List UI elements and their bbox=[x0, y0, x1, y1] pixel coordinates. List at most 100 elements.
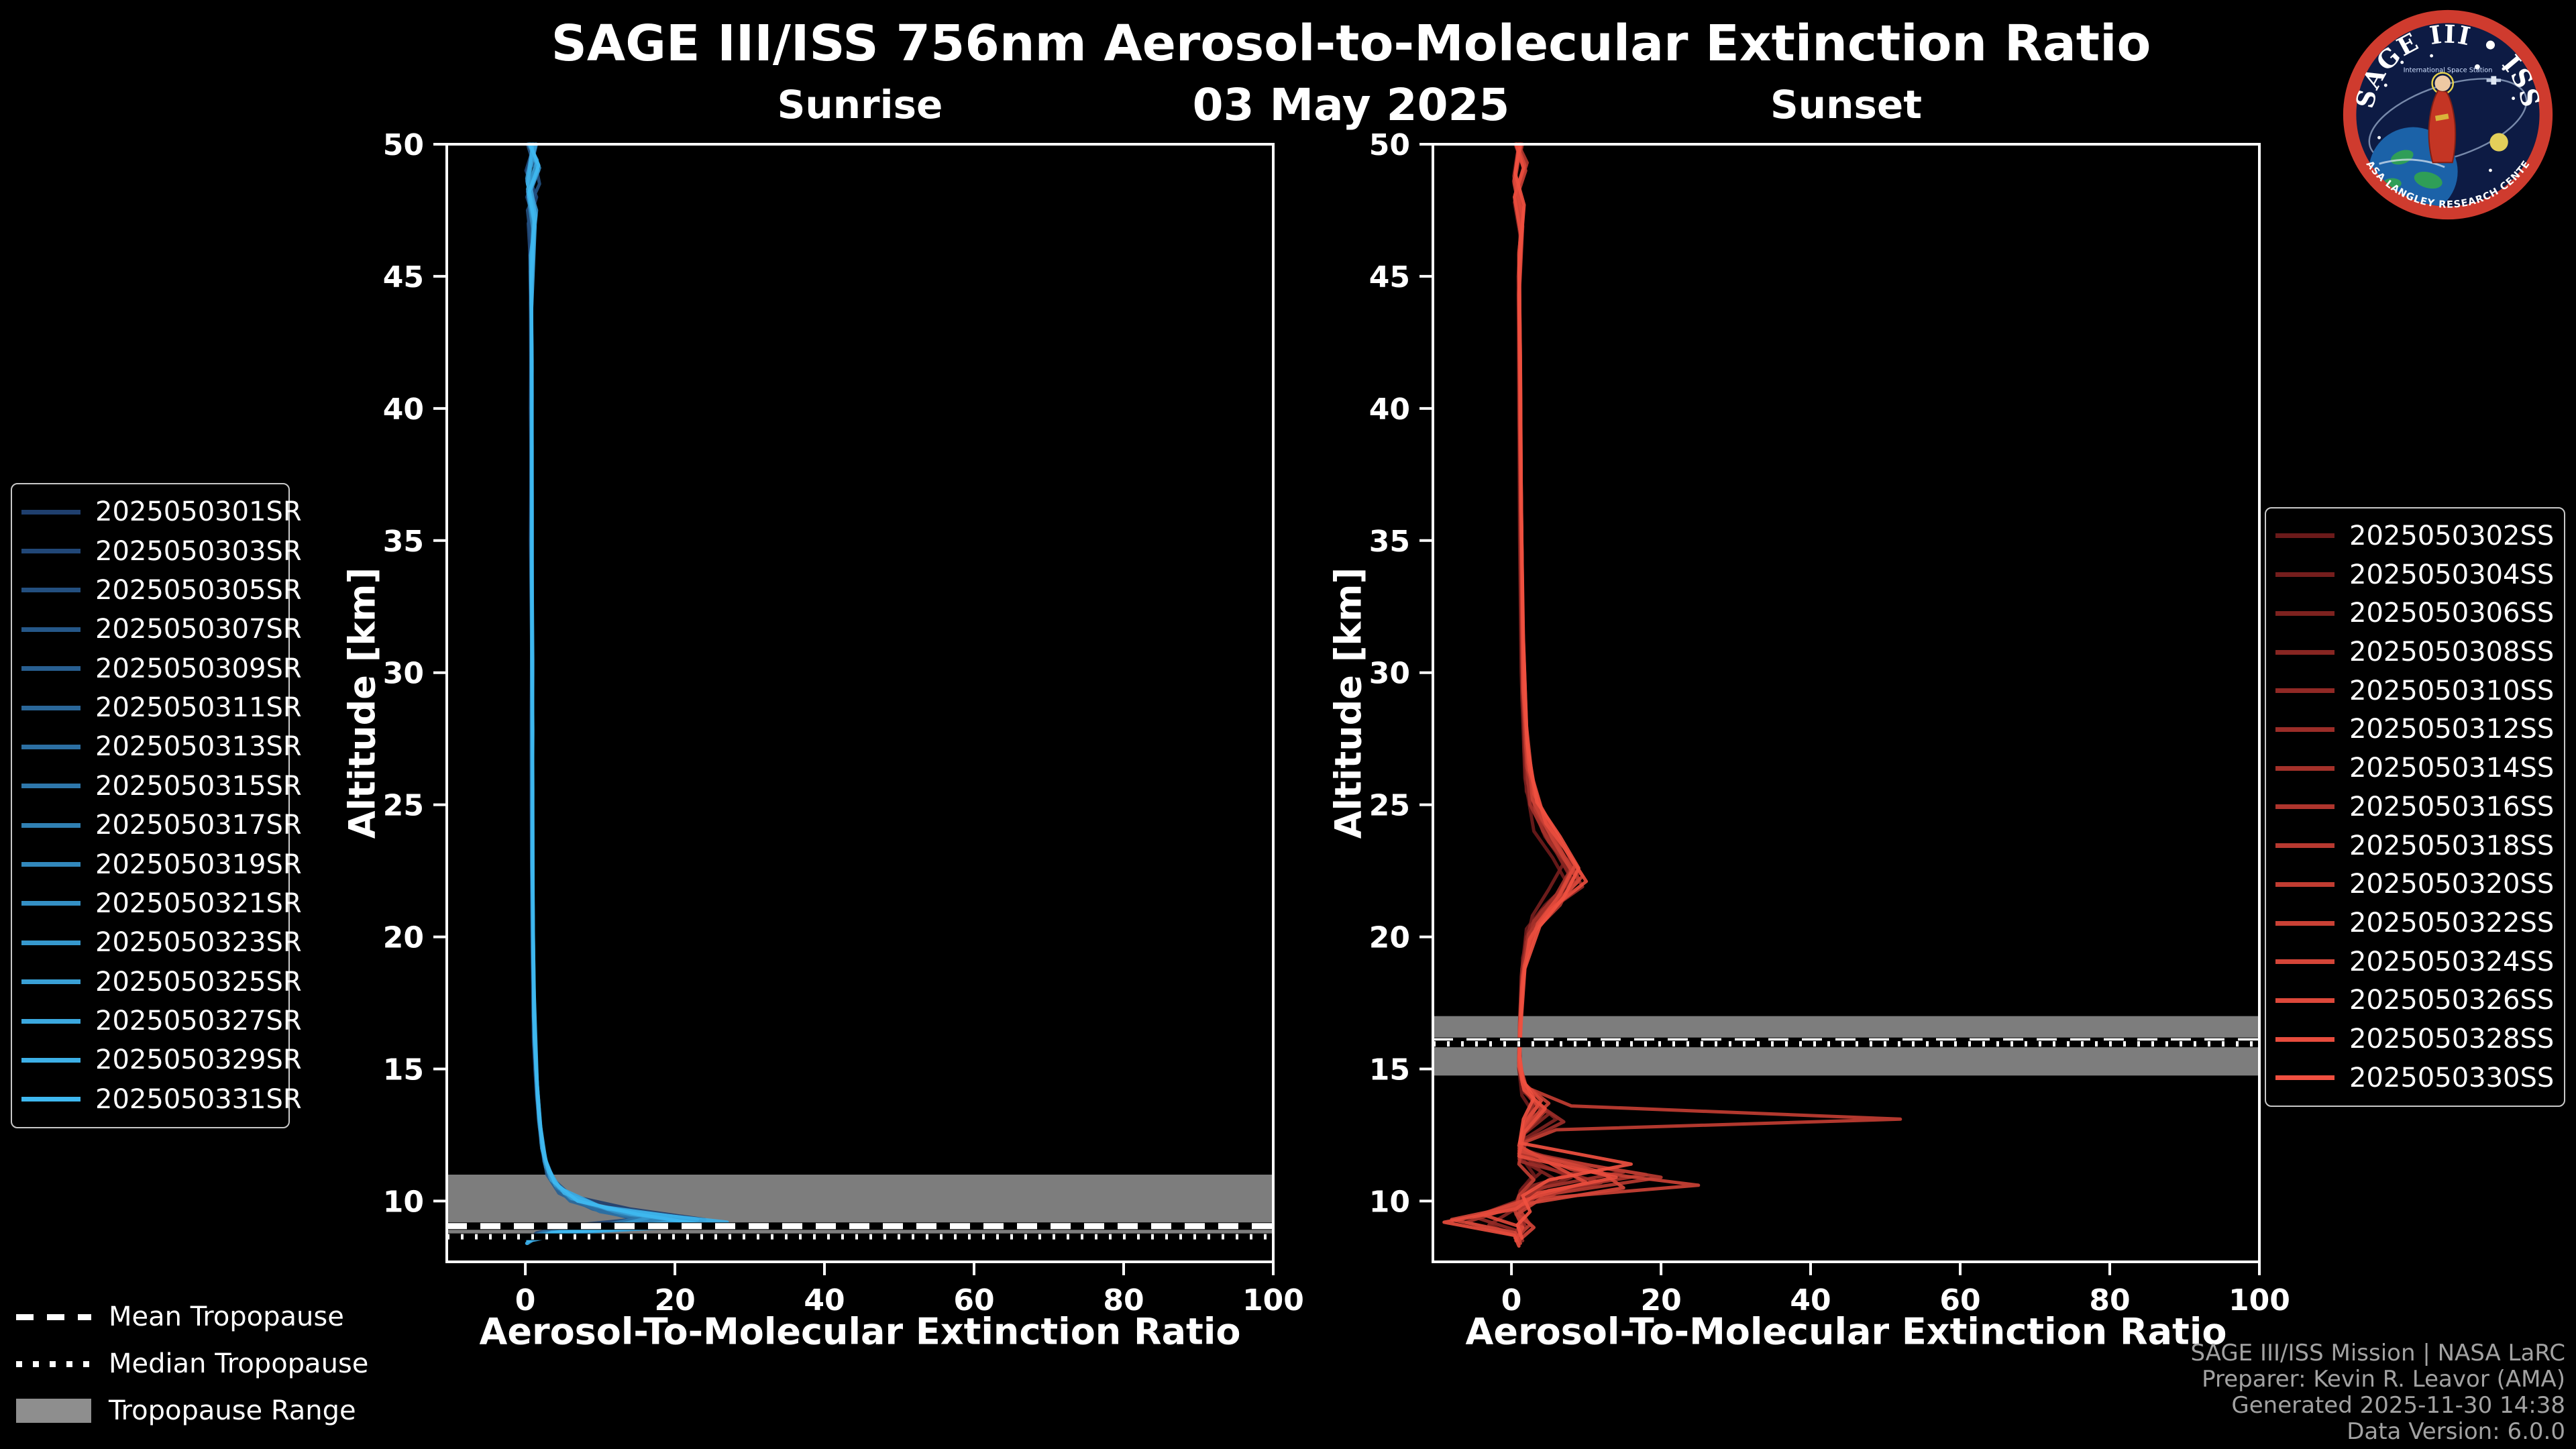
sunset-plot: 0 20 40 60 80 100 10 15 20 25 30 35 40 45 50 bbox=[1369, 128, 2290, 1318]
x-tick-label: 100 bbox=[1242, 1283, 1304, 1318]
legend-series-label: 2025050310SS bbox=[2349, 675, 2555, 706]
y-tick-label: 35 bbox=[383, 525, 424, 559]
legend-series-label: 2025050326SS bbox=[2349, 985, 2555, 1016]
y-tick-label: 15 bbox=[383, 1053, 424, 1087]
legend-swatch bbox=[21, 901, 80, 906]
preparer-credit-line: Preparer: Kevin R. Leavor (AMA) bbox=[2202, 1366, 2565, 1393]
sunset-legend: 2025050302SS 2025050304SS 2025050306SS 2025… bbox=[2265, 507, 2565, 1107]
profile-line-2025050330SS bbox=[1513, 142, 1633, 1240]
y-tick-label: 50 bbox=[383, 128, 424, 162]
legend-series-label: 2025050329SR bbox=[95, 1044, 302, 1076]
legend-item: 2025050320SS bbox=[2275, 871, 2555, 898]
legend-series-label: 2025050311SR bbox=[95, 692, 302, 724]
legend-swatch bbox=[21, 940, 80, 945]
sunrise-panel-title: Sunrise bbox=[777, 82, 943, 127]
legend-swatch bbox=[2275, 610, 2334, 616]
legend-item: 2025050321SR bbox=[21, 890, 302, 917]
axes-border bbox=[445, 143, 1275, 1263]
legend-series-label: 2025050305SR bbox=[95, 574, 302, 606]
legend-swatch bbox=[2275, 533, 2334, 539]
legend-item: 2025050326SS bbox=[2275, 987, 2555, 1014]
legend-item: 2025050316SS bbox=[2275, 794, 2555, 820]
profile-line-2025050309SR bbox=[525, 142, 639, 1242]
x-tick-label: 100 bbox=[2229, 1283, 2290, 1318]
legend-series-label: 2025050304SS bbox=[2349, 559, 2555, 590]
profile-line-2025050301SR bbox=[525, 142, 707, 1242]
y-tick-label: 15 bbox=[1369, 1053, 1410, 1087]
x-tick-label: 80 bbox=[2089, 1283, 2130, 1318]
legend-swatch bbox=[2275, 1036, 2334, 1042]
legend-swatch bbox=[21, 1097, 80, 1102]
legend-series-label: 2025050303SR bbox=[95, 535, 302, 567]
legend-item: 2025050325SR bbox=[21, 969, 302, 996]
legend-series-label: 2025050331SR bbox=[95, 1083, 302, 1115]
legend-item: 2025050308SS bbox=[2275, 639, 2555, 665]
y-tick-label: 25 bbox=[1369, 789, 1410, 823]
legend-swatch bbox=[21, 784, 80, 789]
legend-swatch bbox=[21, 705, 80, 710]
legend-item: 2025050305SR bbox=[21, 577, 302, 604]
legend-series-label: 2025050309SR bbox=[95, 653, 302, 684]
legend-series-label: 2025050316SS bbox=[2349, 791, 2555, 822]
data-version-credit-line: Data Version: 6.0.0 bbox=[2347, 1418, 2565, 1445]
legend-series-label: 2025050315SR bbox=[95, 770, 302, 802]
generated-credit-line: Generated 2025-11-30 14:38 bbox=[2231, 1392, 2565, 1419]
legend-item: 2025050311SR bbox=[21, 694, 302, 721]
page-title: SAGE III/ISS 756nm Aerosol-to-Molecular … bbox=[551, 15, 2151, 72]
logo-subtitle-text: International Space Station bbox=[2404, 67, 2493, 74]
legend-item: 2025050328SS bbox=[2275, 1026, 2555, 1053]
y-tick-label: 25 bbox=[383, 789, 424, 823]
sunrise-plot: 0 20 40 60 80 100 10 15 20 25 30 35 40 45 50 bbox=[383, 128, 1304, 1318]
profile-line-2025050321SR bbox=[525, 142, 684, 1240]
legend-swatch bbox=[21, 666, 80, 672]
legend-swatch bbox=[2275, 881, 2334, 887]
legend-swatch bbox=[21, 744, 80, 749]
profile-line-2025050317SR bbox=[525, 142, 714, 1242]
y-tick-label: 10 bbox=[383, 1185, 424, 1219]
gray-band-swatch bbox=[16, 1399, 91, 1423]
legend-swatch bbox=[2275, 843, 2334, 849]
y-tick-label: 45 bbox=[1369, 260, 1410, 294]
y-tick-label: 50 bbox=[1369, 128, 1410, 162]
y-tick-label: 10 bbox=[1369, 1185, 1410, 1219]
legend-series-label: 2025050308SS bbox=[2349, 637, 2555, 668]
legend-item: 2025050322SS bbox=[2275, 910, 2555, 936]
profile-line-2025050313SR bbox=[525, 142, 662, 1240]
legend-series-label: 2025050325SR bbox=[95, 966, 302, 998]
legend-series-label: 2025050319SR bbox=[95, 849, 302, 880]
mission-credit-line: SAGE III/ISS Mission | NASA LaRC bbox=[2190, 1340, 2565, 1366]
legend-series-label: 2025050312SS bbox=[2349, 714, 2555, 745]
legend-item: 2025050329SR bbox=[21, 1046, 302, 1073]
legend-series-label: 2025050321SR bbox=[95, 888, 302, 919]
sunset-panel-title: Sunset bbox=[1770, 82, 1922, 127]
sunrise-legend: 2025050301SR 2025050303SR 2025050305SR 2025… bbox=[11, 483, 302, 1128]
y-tick-label: 35 bbox=[1369, 525, 1410, 559]
sunrise-y-axis-label: Altitude [km] bbox=[341, 567, 384, 839]
legend-item: 2025050304SS bbox=[2275, 561, 2555, 588]
legend-item: 2025050319SR bbox=[21, 851, 302, 878]
legend-item: 2025050303SR bbox=[21, 538, 302, 565]
legend-series-label: 2025050320SS bbox=[2349, 869, 2555, 900]
x-tick-label: 0 bbox=[1501, 1283, 1522, 1318]
y-tick-label: 40 bbox=[383, 392, 424, 427]
legend-swatch bbox=[2275, 572, 2334, 578]
legend-item: 2025050309SR bbox=[21, 655, 302, 682]
legend-series-label: 2025050324SS bbox=[2349, 946, 2555, 977]
profile-line-2025050322SS bbox=[1513, 142, 1701, 1242]
x-tick-label: 60 bbox=[1939, 1283, 1980, 1318]
legend-swatch bbox=[21, 509, 80, 515]
profile-line-2025050315SR bbox=[525, 142, 647, 1245]
legend-series-label: 2025050330SS bbox=[2349, 1062, 2555, 1093]
legend-swatch bbox=[2275, 1075, 2334, 1081]
profile-line-2025050327SR bbox=[525, 142, 699, 1245]
median-tropopause-label: Median Tropopause bbox=[109, 1348, 369, 1379]
dashed-line-swatch bbox=[16, 1313, 91, 1320]
legend-swatch bbox=[21, 979, 80, 985]
legend-item: 2025050312SS bbox=[2275, 716, 2555, 743]
dotted-line-swatch bbox=[16, 1360, 91, 1367]
legend-swatch bbox=[2275, 727, 2334, 732]
legend-swatch bbox=[21, 588, 80, 593]
legend-series-label: 2025050327SR bbox=[95, 1006, 302, 1037]
legend-swatch bbox=[2275, 688, 2334, 694]
profile-line-2025050328SS bbox=[1442, 142, 1618, 1248]
